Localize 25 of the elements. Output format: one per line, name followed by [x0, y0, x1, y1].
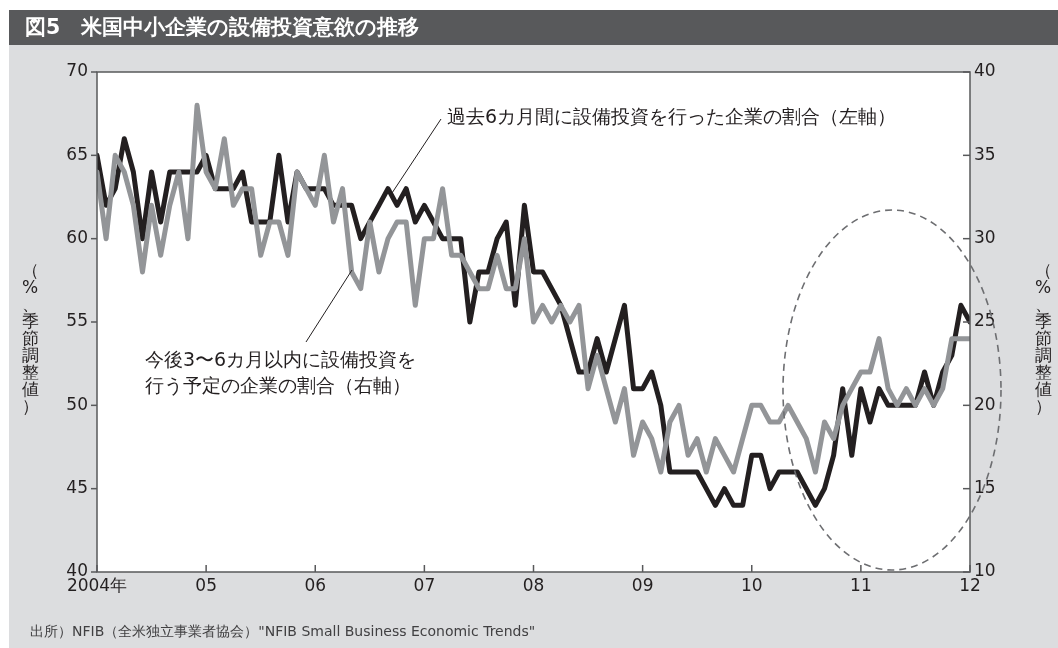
y2-tick-label: 20 [974, 393, 996, 414]
y-tick-label: 70 [66, 60, 88, 81]
y2-tick-label: 35 [974, 143, 996, 164]
y2-tick-label: 40 [974, 60, 996, 81]
x-tick-label: 11 [850, 574, 872, 595]
y2-tick-label: 25 [974, 310, 996, 331]
x-tick-label: 09 [631, 574, 654, 595]
chart-title: 図5 米国中小企業の設備投資意欲の推移 [25, 15, 420, 40]
text: 過去6カ月間に設備投資を行った企業の割合（左軸） [447, 104, 898, 129]
y-tick-label: 45 [66, 477, 88, 498]
y-tick-label: 50 [66, 393, 88, 414]
y2-tick-label: 15 [974, 477, 996, 498]
y2-tick-label: 30 [974, 227, 996, 248]
x-tick-label: 10 [740, 574, 763, 595]
text: 今後3〜6カ月以内に設備投資を行う予定の企業の割合（右軸） [145, 347, 418, 398]
x-tick-label: 08 [522, 574, 545, 595]
text: （%、季節調整値） [21, 259, 39, 416]
y-tick-label: 65 [66, 143, 88, 164]
y-tick-label: 55 [66, 310, 88, 331]
x-tick-label: 06 [304, 574, 327, 595]
text: 出所）NFIB（全米独立事業者協会）"NFIB Small Business Economic Trends" [30, 622, 536, 640]
text: （%、季節調整値） [1034, 259, 1052, 416]
x-tick-label: 05 [195, 574, 217, 595]
y-tick-label: 60 [66, 227, 88, 248]
x-tick-label: 07 [413, 574, 436, 595]
